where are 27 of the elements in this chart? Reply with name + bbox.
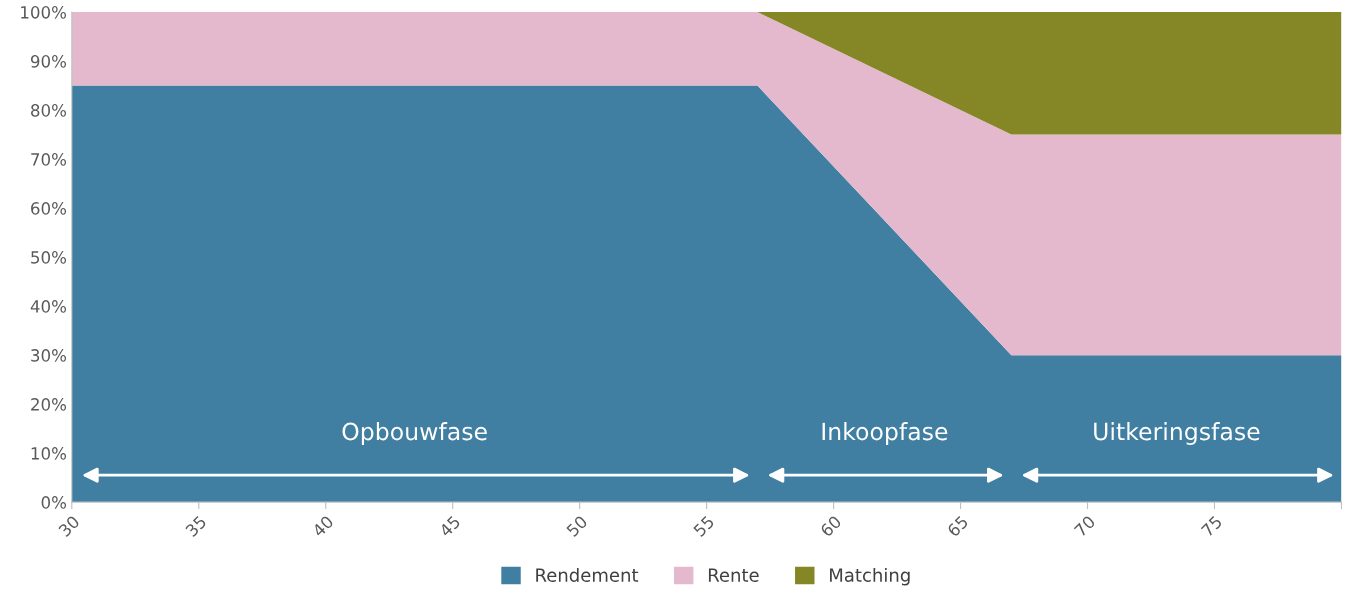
annotation: Inkoopfase (822, 422, 948, 445)
y-tick-label: 50% (31, 251, 67, 264)
y-tick-label: 30% (31, 349, 67, 362)
x-tick-label: 35 (184, 515, 207, 538)
y-tick-label: 20% (31, 398, 67, 411)
y-tick-label: 70% (31, 153, 67, 166)
y-tick-label: 40% (30, 300, 67, 313)
legend-label: Matching (830, 567, 910, 586)
x-tick-label: 55 (692, 515, 715, 538)
y-tick-label: 100% (21, 6, 67, 19)
y-tick-label: 10% (31, 447, 67, 460)
x-tick-label: 40 (311, 514, 335, 538)
annotation: Opbouwfase (342, 422, 487, 445)
x-tick-label: 65 (946, 515, 969, 538)
y-tick-label: 90% (30, 55, 67, 68)
x-tick-label: 45 (438, 515, 461, 538)
x-tick-label: 30 (57, 514, 81, 538)
annotation: Uitkeringsfase (1094, 422, 1260, 445)
legend-label: Rente (708, 568, 759, 582)
y-tick-label: 0% (41, 496, 67, 509)
y-tick-label: 60% (31, 202, 67, 215)
x-tick-label: 75 (1200, 515, 1223, 538)
x-tick-label: 50 (565, 514, 589, 538)
x-tick-label: 70 (1073, 514, 1096, 538)
y-tick-label: 80% (31, 104, 67, 117)
x-tick-label: 60 (819, 514, 842, 538)
legend-label: Rendement (536, 567, 639, 582)
